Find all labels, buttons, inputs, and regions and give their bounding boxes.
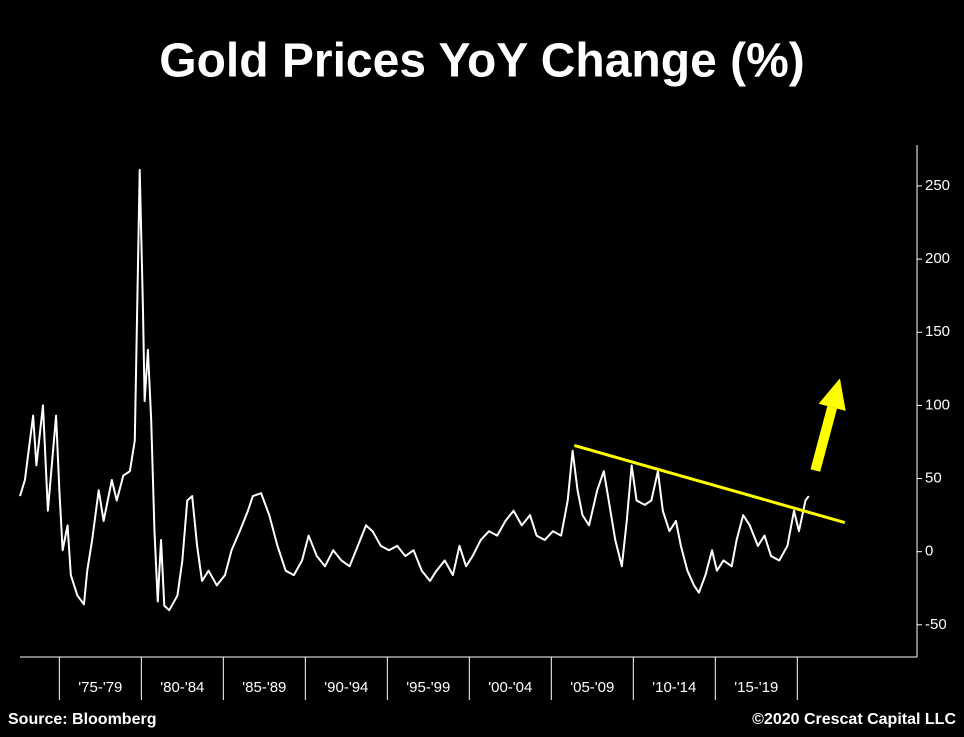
x-period-label: '90-'94 [324, 679, 368, 696]
y-tick-label: 150 [925, 323, 950, 340]
y-tick-label: 100 [925, 396, 950, 413]
x-period-label: '85-'89 [242, 679, 286, 696]
arrow-head [818, 378, 846, 411]
chart-title: Gold Prices YoY Change (%) [159, 35, 805, 88]
arrow-shaft [810, 406, 838, 472]
y-tick-label: -50 [925, 616, 947, 633]
y-tick-label: 250 [925, 177, 950, 194]
x-period-label: '15-'19 [734, 679, 778, 696]
series-line [19, 168, 810, 612]
x-period-label: '10-'14 [652, 679, 696, 696]
x-period-label: '05-'09 [570, 679, 614, 696]
source: Source: Bloomberg [8, 711, 156, 728]
y-tick-label: 0 [925, 543, 933, 560]
x-period-label: '00-'04 [488, 679, 532, 696]
y-tick-label: 200 [925, 250, 950, 267]
trendline [573, 444, 846, 525]
x-period-label: '75-'79 [78, 679, 122, 696]
x-period-label: '80-'84 [160, 679, 204, 696]
y-tick-label: 50 [925, 470, 942, 487]
copyright: ©2020 Crescat Capital LLC [752, 711, 956, 728]
x-period-label: '95-'99 [406, 679, 450, 696]
